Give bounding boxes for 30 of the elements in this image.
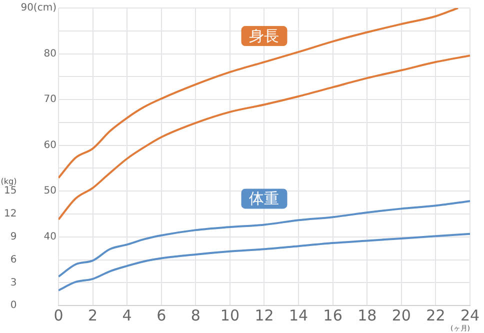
x-tick-label: 18 bbox=[358, 306, 377, 324]
line-series bbox=[58, 54, 470, 221]
x-tick-label: 20 bbox=[392, 306, 411, 324]
line-series bbox=[58, 232, 470, 292]
y2-axis-title: (kg) bbox=[0, 177, 17, 186]
x-tick-label: 0 bbox=[54, 306, 64, 324]
x-tick-label: 24 bbox=[460, 306, 480, 324]
annotation: 身長 bbox=[249, 26, 280, 45]
x-tick-label: 8 bbox=[190, 306, 200, 324]
y-tick-label: 70 bbox=[44, 94, 56, 106]
x-tick-label: 6 bbox=[156, 306, 166, 324]
y-tick-label: 50 bbox=[44, 186, 56, 197]
y-tick-label: 60 bbox=[44, 140, 56, 151]
y2-tick-label: 12 bbox=[4, 208, 17, 220]
line-series bbox=[58, 8, 459, 179]
x-tick-label: 12 bbox=[254, 306, 274, 324]
y2-tick-label: 3 bbox=[10, 277, 17, 288]
y2-tick-label: 15 bbox=[4, 186, 17, 197]
x-tick-label: 16 bbox=[323, 306, 342, 324]
y-tick-label: 90(cm) bbox=[20, 2, 57, 14]
x-tick-label: 2 bbox=[88, 306, 98, 324]
y-tick-label: 80 bbox=[44, 48, 56, 60]
x-tick-label: 14 bbox=[288, 306, 308, 324]
y2-tick-label: 6 bbox=[10, 254, 17, 266]
x-tick-label: 22 bbox=[426, 306, 446, 324]
annotation: 体重 bbox=[249, 190, 280, 208]
y2-tick-label: 9 bbox=[10, 232, 17, 243]
x-tick-label: 4 bbox=[122, 306, 132, 324]
x-tick-label: 10 bbox=[220, 306, 240, 324]
y-tick-label: 40 bbox=[44, 232, 56, 243]
